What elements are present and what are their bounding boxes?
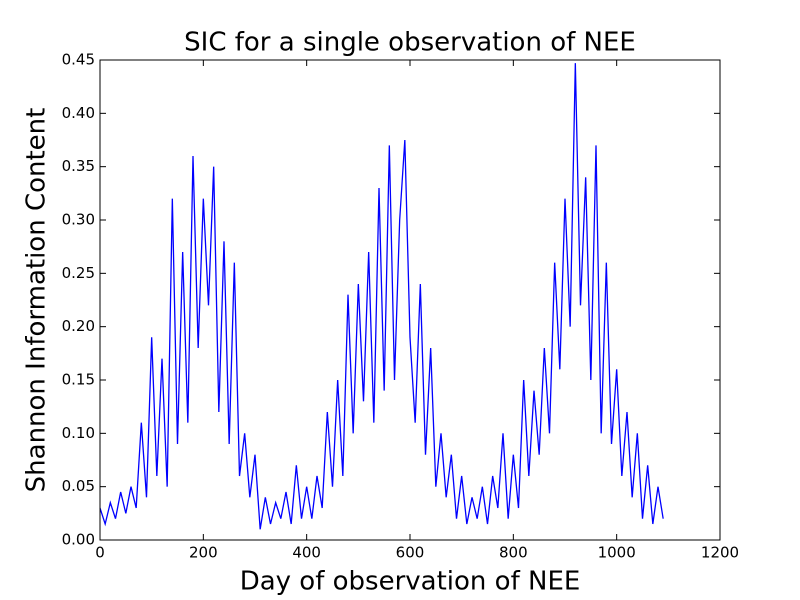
y-tick-label: 0.15 — [62, 371, 95, 389]
data-line — [99, 63, 664, 530]
y-tick-label: 0.35 — [62, 157, 95, 175]
y-tick-label: 0.20 — [62, 317, 95, 335]
y-tick-label: 0.40 — [62, 104, 95, 122]
plot-frame — [99, 59, 721, 541]
x-tick-label: 400 — [292, 544, 321, 562]
y-tick-label: 0.00 — [62, 531, 95, 549]
y-axis-label: Shannon Information Content — [22, 108, 52, 493]
x-tick-label: 1000 — [598, 544, 636, 562]
y-tick-label: 0.30 — [62, 211, 95, 229]
y-tick-label: 0.25 — [62, 264, 95, 282]
chart-title: SIC for a single observation of NEE — [184, 28, 636, 58]
x-tick-label: 600 — [396, 544, 425, 562]
x-tick-label: 200 — [189, 544, 218, 562]
y-tick-label: 0.05 — [62, 477, 95, 495]
y-tick-label: 0.10 — [62, 424, 95, 442]
x-tick-label: 1200 — [701, 544, 739, 562]
x-tick-label: 0 — [95, 544, 105, 562]
y-tick-label: 0.45 — [62, 51, 95, 69]
x-tick-label: 800 — [499, 544, 528, 562]
x-axis-label: Day of observation of NEE — [240, 567, 581, 597]
plot-area: 0.00 0.05 0.10 0.15 0.20 0.25 0.30 0.35 0.40 0.45… — [62, 51, 740, 562]
